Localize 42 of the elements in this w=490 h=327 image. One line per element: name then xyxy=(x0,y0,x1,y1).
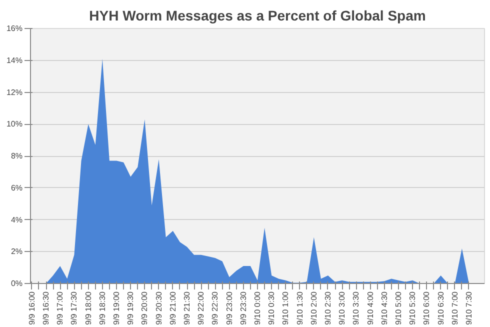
x-tick-label: 9/9 22:30 xyxy=(210,290,220,325)
x-tick-label: 9/10 7:30 xyxy=(464,290,474,325)
x-tick-label: 9/9 18:30 xyxy=(98,290,107,325)
x-tick-label: 9/10 7:00 xyxy=(450,290,460,325)
x-tick-label: 9/10 5:30 xyxy=(408,290,418,325)
y-tick-label: 14% xyxy=(6,56,23,65)
x-tick-label: 9/9 18:00 xyxy=(84,290,93,325)
x-tick-label: 9/9 21:00 xyxy=(168,290,178,325)
x-tick-label: 9/9 19:00 xyxy=(112,290,122,325)
x-tick-label: 9/10 2:30 xyxy=(323,290,332,325)
x-tick-label: 9/10 6:00 xyxy=(422,290,432,325)
x-tick-label: 9/9 23:30 xyxy=(238,290,248,325)
x-tick-label: 9/9 23:00 xyxy=(224,290,234,325)
x-tick-label: 9/9 16:30 xyxy=(42,290,51,325)
y-tick-label: 16% xyxy=(6,24,23,33)
x-tick-label: 9/9 21:30 xyxy=(182,290,192,325)
x-tick-label: 9/10 0:30 xyxy=(267,290,276,325)
x-tick-label: 9/10 4:30 xyxy=(380,290,389,325)
x-tick-label: 9/10 1:30 xyxy=(295,290,304,325)
x-tick-label: 9/10 0:00 xyxy=(253,290,262,325)
y-tick-label: 2% xyxy=(10,247,22,256)
x-tick-label: 9/10 3:30 xyxy=(352,290,361,325)
x-tick-label: 9/10 5:00 xyxy=(394,290,403,325)
x-tick-label: 9/9 17:00 xyxy=(56,290,65,325)
x-tick-label: 9/10 6:30 xyxy=(436,290,446,325)
x-tick-label: 9/9 19:30 xyxy=(126,290,136,325)
y-tick-label: 8% xyxy=(10,152,22,160)
x-tick-label: 9/10 4:00 xyxy=(366,290,375,325)
y-tick-label: 10% xyxy=(6,120,23,129)
chart-title: HYH Worm Messages as a Percent of Global Spam xyxy=(89,8,426,24)
y-tick-label: 6% xyxy=(10,183,22,192)
x-tick-label: 9/9 16:00 xyxy=(27,290,36,325)
x-tick-label: 9/10 2:00 xyxy=(309,290,318,325)
x-tick-label: 9/9 17:30 xyxy=(70,290,79,325)
x-tick-label: 9/10 3:00 xyxy=(338,290,347,325)
x-tick-label: 9/10 1:00 xyxy=(281,290,290,325)
x-tick-label: 9/9 22:00 xyxy=(196,290,206,325)
y-tick-label: 4% xyxy=(10,215,22,224)
x-tick-label: 9/9 20:00 xyxy=(140,290,150,325)
x-tick-label: 9/9 20:30 xyxy=(154,290,164,325)
y-tick-label: 0% xyxy=(10,279,22,288)
y-tick-label: 12% xyxy=(6,88,23,97)
